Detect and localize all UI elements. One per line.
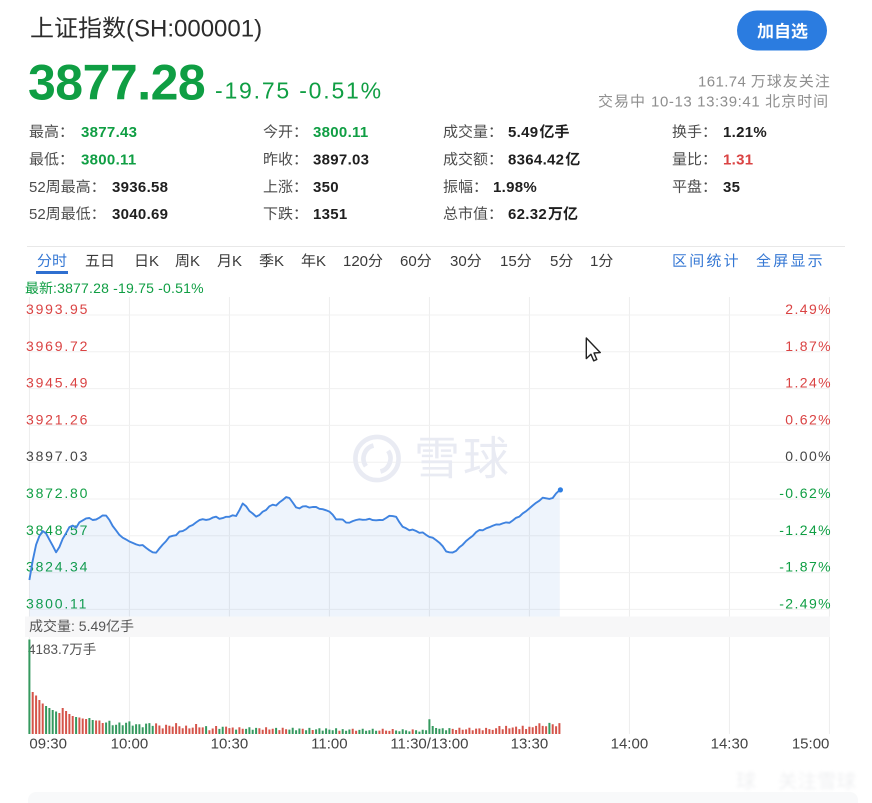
svg-text:K: K [190,253,200,270]
svg-text:11:30/13:00: 11:30/13:00 [390,736,468,753]
svg-text:3877.28: 3877.28 [28,55,205,111]
svg-text:350: 350 [313,179,339,196]
svg-text:09:30: 09:30 [29,736,67,753]
svg-text:1.31: 1.31 [723,151,753,168]
svg-text:52: 52 [29,206,46,223]
svg-text:15: 15 [500,253,517,270]
svg-text:11:00: 11:00 [311,736,347,753]
svg-text:3040.69: 3040.69 [112,206,168,223]
svg-text:1.98%: 1.98% [493,179,537,196]
svg-text:K: K [232,253,242,270]
svg-text:0.00%: 0.00% [785,448,832,464]
svg-text:5: 5 [550,253,558,270]
svg-text:5.49: 5.49 [508,124,538,141]
svg-text:120: 120 [343,253,368,270]
svg-text:10:30: 10:30 [211,736,249,753]
svg-text:3921.26: 3921.26 [26,411,89,427]
svg-text:10-13 13:39:41: 10-13 13:39:41 [651,94,760,111]
svg-text:3800.11: 3800.11 [81,151,137,168]
svg-text:13:30: 13:30 [511,736,549,753]
svg-text:3936.58: 3936.58 [112,179,168,196]
svg-text:30: 30 [450,253,467,270]
svg-text:8364.42: 8364.42 [508,151,564,168]
svg-text:(SH:000001): (SH:000001) [126,16,262,43]
svg-text:1.87%: 1.87% [785,338,832,354]
svg-text:3897.03: 3897.03 [313,151,369,168]
svg-text::3877.28 -19.75 -0.51%: :3877.28 -19.75 -0.51% [53,280,204,296]
svg-text:14:30: 14:30 [711,736,749,753]
svg-text:1.21%: 1.21% [723,124,767,141]
svg-text:-0.62%: -0.62% [779,485,832,501]
svg-text:1351: 1351 [313,206,348,223]
svg-text:4183.7: 4183.7 [28,642,69,657]
svg-text:3800.11: 3800.11 [313,124,369,141]
svg-text:3897.03: 3897.03 [26,448,89,464]
svg-text:K: K [274,253,284,270]
svg-text:3945.49: 3945.49 [26,375,89,391]
svg-text:: 5.49: : 5.49 [71,618,106,634]
svg-text:-1.87%: -1.87% [779,559,832,575]
svg-text:10:00: 10:00 [111,736,149,753]
svg-text:2.49%: 2.49% [785,301,832,317]
svg-text:15:00: 15:00 [792,736,830,753]
svg-text:3877.43: 3877.43 [81,124,137,141]
svg-text:1.24%: 1.24% [785,375,832,391]
svg-text:1: 1 [590,253,598,270]
svg-text:62.32: 62.32 [508,206,547,223]
svg-text:3872.80: 3872.80 [26,485,89,501]
svg-text:60: 60 [400,253,417,270]
svg-text:161.74: 161.74 [698,74,746,91]
svg-text:52: 52 [29,179,46,196]
svg-text:0.62%: 0.62% [785,411,832,427]
svg-text:3824.34: 3824.34 [26,559,89,575]
svg-text:3800.11: 3800.11 [26,595,88,611]
svg-text:-1.24%: -1.24% [779,522,832,538]
svg-text:3969.72: 3969.72 [26,338,89,354]
svg-text:K: K [149,253,159,270]
svg-text:K: K [316,253,326,270]
svg-text:35: 35 [723,179,740,196]
svg-text:14:00: 14:00 [611,736,649,753]
svg-text:-2.49%: -2.49% [779,595,832,611]
svg-text:3993.95: 3993.95 [26,301,89,317]
svg-text:-19.75 -0.51%: -19.75 -0.51% [215,78,383,104]
